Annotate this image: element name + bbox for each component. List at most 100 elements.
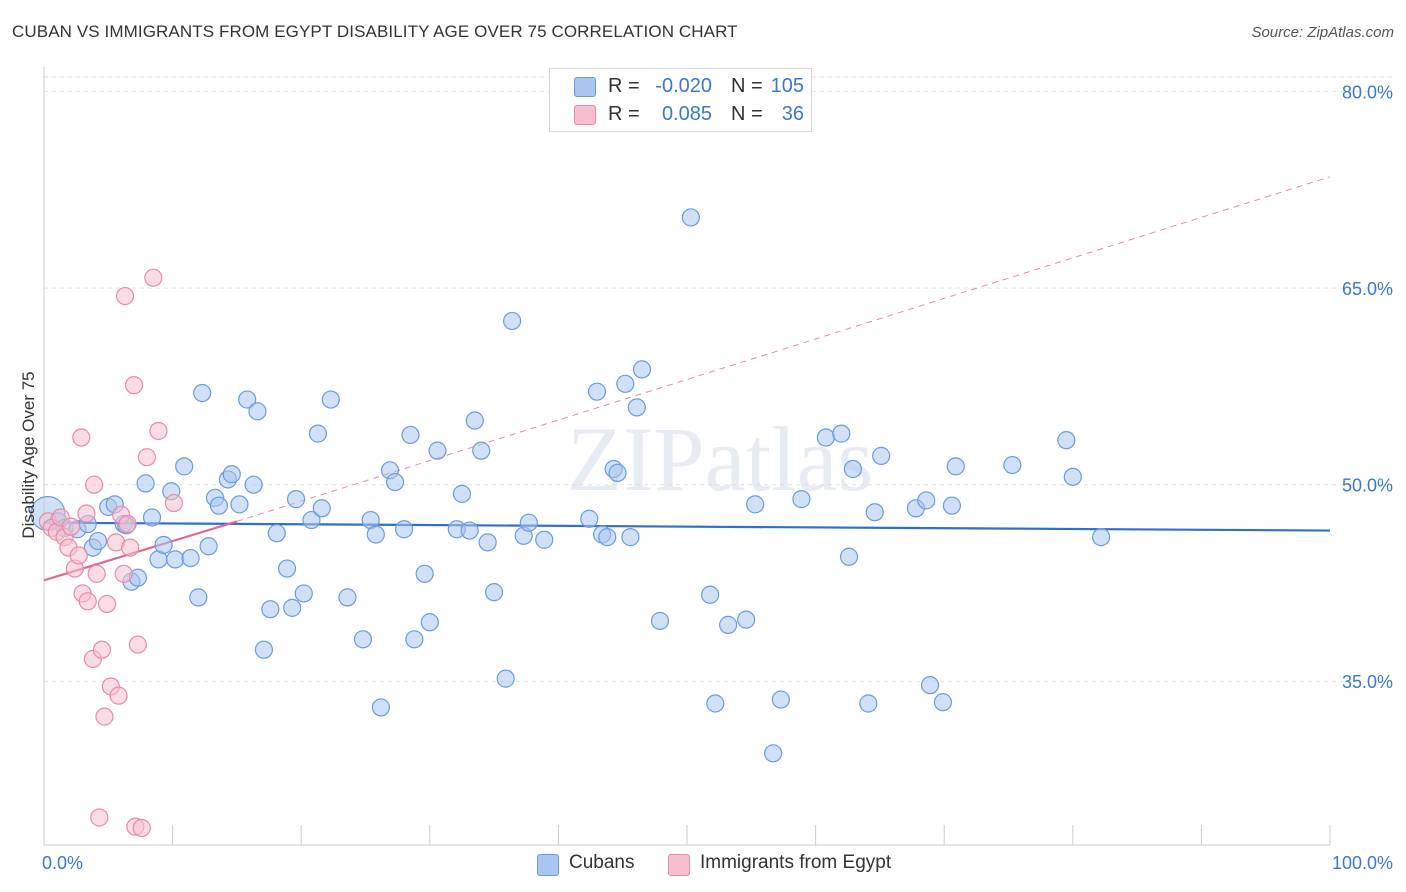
egypt-point xyxy=(90,808,109,827)
cubans-point xyxy=(222,465,241,484)
legend-n-value: 36 xyxy=(781,103,804,125)
egypt-point xyxy=(87,564,106,583)
egypt-point xyxy=(124,376,144,395)
legend-r-label: R = xyxy=(608,103,640,125)
cubans-point xyxy=(244,475,263,494)
cubans-point xyxy=(415,564,434,583)
cubans-point xyxy=(616,374,635,393)
axes xyxy=(43,67,1331,846)
cubans-point xyxy=(405,630,424,649)
cubans-point xyxy=(181,548,200,568)
correlation-legend: R = -0.020 N = 105 R = 0.085 N = 36 xyxy=(549,68,812,132)
egypt-point xyxy=(121,538,140,557)
data-points xyxy=(30,208,1111,838)
bottom-legend-label: Cubans xyxy=(569,852,635,873)
legend-n-value: 105 xyxy=(770,75,804,97)
cubans-point xyxy=(460,521,479,540)
cubans-point xyxy=(312,499,331,518)
cubans-point xyxy=(230,495,249,514)
legend-r-value: -0.020 xyxy=(655,75,712,97)
cubans-point xyxy=(764,744,783,763)
cubans-point xyxy=(385,472,405,492)
bottom-legend-label: Immigrants from Egypt xyxy=(700,852,892,873)
cubans-point xyxy=(209,496,228,515)
cubans-point xyxy=(681,208,700,227)
egypt-legend-icon xyxy=(668,854,690,876)
cubans-point xyxy=(865,503,884,522)
egypt-point xyxy=(164,493,183,513)
egypt-swatch-icon xyxy=(574,105,596,125)
cubans-point xyxy=(472,441,491,460)
cubans-point xyxy=(175,457,194,476)
chart-title: CUBAN VS IMMIGRANTS FROM EGYPT DISABILIT… xyxy=(12,22,738,41)
egypt-point xyxy=(114,564,133,583)
cubans-point xyxy=(88,531,108,551)
legend-n-label: N = xyxy=(731,103,763,125)
cubans-point xyxy=(193,383,212,403)
egypt-point xyxy=(149,421,168,441)
egypt-point xyxy=(78,592,97,611)
cubans-point xyxy=(920,676,940,695)
cubans-point xyxy=(859,694,878,713)
egypt-point xyxy=(128,635,147,654)
legend-row-cubans: R = -0.020 N = 105 xyxy=(550,73,811,101)
cubans-point xyxy=(286,490,306,509)
cubans-point xyxy=(277,559,297,578)
cubans-point xyxy=(608,463,627,483)
egypt-point xyxy=(69,546,88,565)
cubans-point xyxy=(267,524,286,543)
cubans-point xyxy=(248,402,267,421)
legend-r-value: 0.085 xyxy=(661,103,712,125)
cubans-point xyxy=(917,491,936,510)
cubans-point xyxy=(496,669,515,688)
x-tick-label: 100.0% xyxy=(1332,853,1393,873)
y-tick-label: 50.0% xyxy=(1342,476,1393,496)
gridlines xyxy=(44,76,1393,682)
y-axis-title: Disability Age Over 75 xyxy=(19,371,38,538)
egypt-point xyxy=(97,594,117,614)
cubans-point xyxy=(942,496,962,515)
cubans-trend-line xyxy=(43,521,1331,532)
cubans-point xyxy=(199,537,218,556)
cubans-point xyxy=(394,520,414,539)
egypt-point xyxy=(115,286,135,306)
trend-lines xyxy=(43,176,1331,582)
cubans-point xyxy=(136,474,155,493)
cubans-point xyxy=(519,513,538,532)
legend-r-label: R = xyxy=(608,75,640,97)
cubans-point xyxy=(580,509,599,528)
cubans-point xyxy=(371,698,391,717)
egypt-point xyxy=(132,818,151,838)
cubans-point xyxy=(839,547,859,566)
legend-row-egypt: R = 0.085 N = 36 xyxy=(550,101,811,129)
cubans-point xyxy=(485,583,504,602)
cubans-point xyxy=(737,610,756,629)
cubans-point xyxy=(598,528,617,547)
cubans-point xyxy=(420,613,439,632)
cubans-point xyxy=(428,441,447,460)
cubans-point xyxy=(627,398,646,417)
cubans-point xyxy=(254,640,274,659)
egypt-point xyxy=(72,428,91,447)
cubans-point xyxy=(872,446,891,465)
cubans-point xyxy=(154,535,173,555)
cubans-point xyxy=(706,694,725,713)
egypt-point xyxy=(92,640,111,659)
egypt-point xyxy=(77,504,96,523)
cubans-point xyxy=(302,510,321,530)
y-tick-label: 80.0% xyxy=(1342,83,1393,103)
cubans-point xyxy=(1091,528,1111,547)
cubans-point xyxy=(321,390,340,409)
y-tick-label: 35.0% xyxy=(1342,672,1393,692)
cubans-legend-icon xyxy=(537,854,559,876)
legend-n-label: N = xyxy=(731,75,763,97)
cubans-point xyxy=(1003,455,1022,475)
cubans-point xyxy=(946,457,965,476)
cubans-point xyxy=(816,428,835,447)
egypt-point xyxy=(109,686,128,705)
cubans-point xyxy=(701,585,720,604)
cubans-point xyxy=(1063,467,1082,486)
egypt-point xyxy=(85,475,104,494)
cubans-point xyxy=(166,550,185,569)
